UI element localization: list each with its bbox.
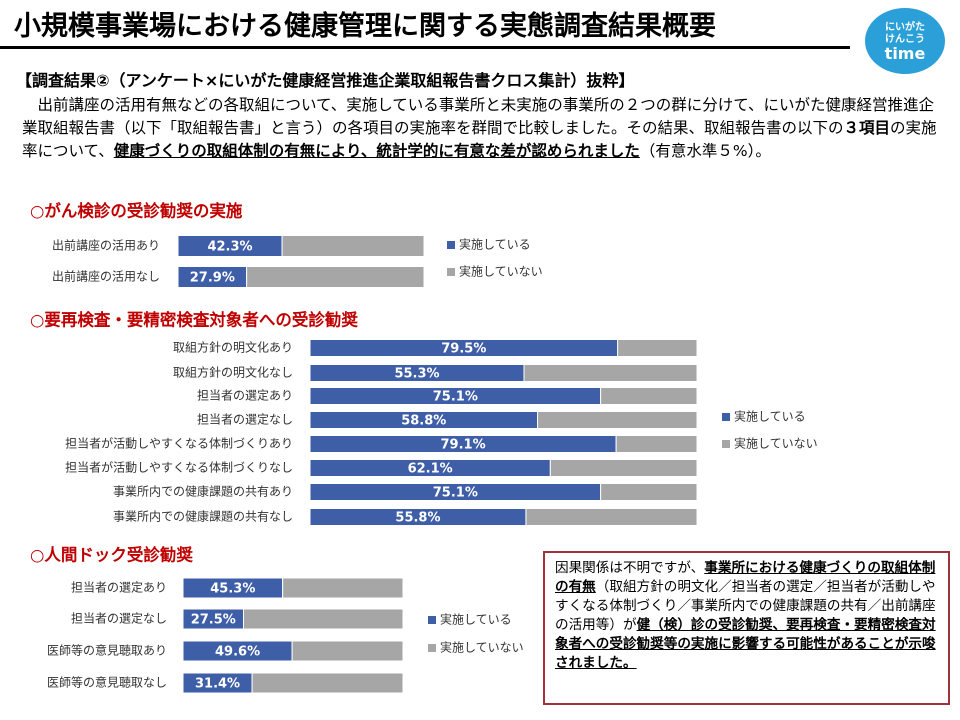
legend-swatch [428,644,436,652]
bar-segment [600,387,698,405]
body-text: 出前講座の活用有無などの各取組について、実施している事業所と未実施の事業所の２つ… [22,94,937,163]
value-label: 31.4% [195,677,240,692]
legend-label: 実施していない [440,640,524,655]
legend-label: 実施している [459,237,531,252]
y-tick-label: 事業所内での健康課題の共有なし [113,509,293,524]
bar-segment [617,339,698,357]
logo-text: けんこう [885,34,925,45]
bar-segment [600,483,698,501]
bar-segment [523,364,698,382]
legend-label: 実施している [734,409,806,424]
bar-segment [615,435,698,453]
legend-swatch [447,268,455,276]
title-rule [0,46,850,49]
bar-segment [549,459,698,477]
text: 健（検）診の受診勧奨、要再検査・要精密検査対象者への受診勧奨等の実施に影響する可… [555,617,936,671]
value-label: 62.1% [408,462,453,477]
legend-label: 実施していない [459,264,543,279]
y-tick-label: 医師等の意見聴取なし [47,675,167,690]
bar-segment [246,266,425,288]
text: 事業所における健康づくりの取組体制の有無 [555,560,936,595]
value-label: 75.1% [433,390,478,405]
value-label: 49.6% [215,645,260,660]
y-tick-label: 担当者の選定なし [197,412,293,427]
text: 健康づくりの取組体制の有無により、統計学的に有意な差が認められました [113,142,640,160]
subtitle: 【調査結果②（アンケート×にいがた健康経営推進企業取組報告書クロス集計）抜粋】 [16,71,635,90]
value-label: 55.8% [395,511,440,526]
value-label: 79.5% [441,342,486,357]
y-tick-label: 担当者の選定あり [71,580,167,595]
text: （有意水準５%）。 [639,142,771,160]
bar-segment [291,640,404,662]
y-tick-label: 出前講座の活用なし [52,269,160,284]
value-label: 75.1% [433,486,478,501]
value-label: 27.9% [190,271,235,286]
y-tick-label: 取組方針の明文化あり [173,340,293,355]
y-tick-label: 取組方針の明文化なし [173,365,293,380]
legend-swatch [722,440,730,448]
title: 小規模事業場における健康管理に関する実態調査結果概要 [14,11,716,42]
logo-text: time [884,44,926,63]
value-label: 58.8% [401,414,446,429]
y-tick-label: 出前講座の活用あり [52,238,160,253]
chart-title: ○人間ドック受診勧奨 [30,545,193,565]
chart-title: ○がん検診の受診勧奨の実施 [30,201,243,221]
text: の実施率について、 [22,119,937,160]
bar-segment [281,235,425,257]
y-tick-label: 事業所内での健康課題の共有あり [113,484,293,499]
bar-segment [243,608,404,630]
legend-swatch [447,241,455,249]
chart-title: ○要再検査・要精密検査対象者への受診勧奨 [30,310,358,330]
y-tick-label: 医師等の意見聴取あり [47,643,167,658]
legend-label: 実施している [440,612,512,627]
bar-segment [525,508,698,526]
bar-segment [251,672,404,694]
value-label: 27.5% [191,613,236,628]
text: 因果関係は不明ですが、 [555,560,705,576]
bar-segment [537,411,698,429]
value-label: 42.3% [207,240,252,255]
text: ３項目 [843,119,891,137]
logo-text: にいがた [885,22,925,33]
y-tick-label: 担当者の選定あり [197,388,293,403]
logo: にいがた けんこう time [865,8,945,74]
y-tick-label: 担当者の選定なし [71,611,167,626]
value-label: 79.1% [441,438,486,453]
legend-swatch [722,413,730,421]
y-tick-label: 担当者が活動しやすくなる体制づくりなし [65,460,293,475]
text: 出前講座の活用有無などの各取組について、実施している事業所と未実施の事業所の２つ… [22,96,935,137]
legend-swatch [428,616,436,624]
legend-label: 実施していない [734,436,818,451]
bar-segment [282,577,404,599]
value-label: 55.3% [394,367,439,382]
text: （取組方針の明文化／担当者の選定／担当者が活動しやすくなる体制づくり／事業所内で… [555,579,936,633]
y-tick-label: 担当者が活動しやすくなる体制づくりあり [65,436,293,451]
value-label: 45.3% [210,582,255,597]
note-box: 因果関係は不明ですが、事業所における健康づくりの取組体制の有無（取組方針の明文化… [543,551,950,705]
